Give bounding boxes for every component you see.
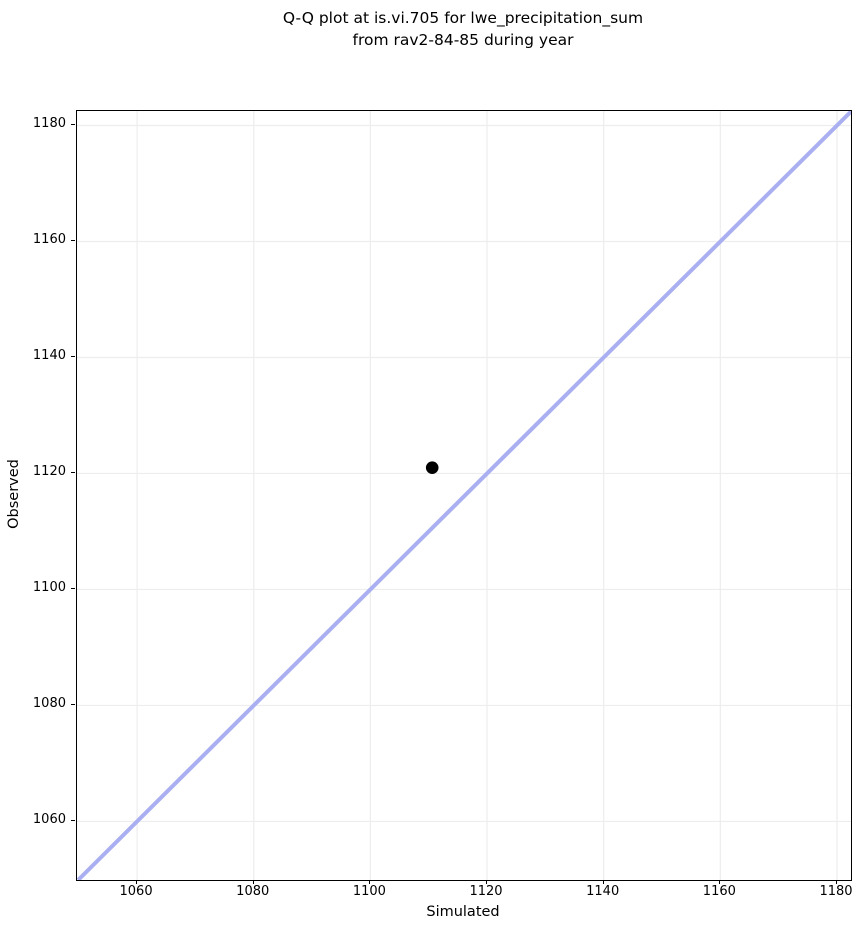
x-tick-mark — [369, 880, 371, 884]
y-tick-label: 1120 — [32, 464, 66, 480]
x-tick-mark — [719, 880, 721, 884]
y-tick-label: 1180 — [32, 116, 66, 132]
x-tick-label: 1100 — [352, 884, 386, 899]
chart-title-line1: Q-Q plot at is.vi.705 for lwe_precipitat… — [282, 9, 644, 27]
y-tick-label: 1160 — [32, 232, 66, 248]
y-tick-label: 1140 — [32, 348, 66, 364]
x-tick-mark — [136, 880, 138, 884]
x-tick-label: 1120 — [469, 884, 503, 899]
plot-canvas — [77, 111, 851, 880]
y-tick-mark — [71, 820, 75, 822]
x-tick-label: 1080 — [236, 884, 270, 899]
y-tick-mark — [71, 124, 75, 126]
x-tick-mark — [602, 880, 604, 884]
y-tick-mark — [71, 240, 75, 242]
x-tick-mark — [252, 880, 254, 884]
identity-line — [77, 111, 851, 880]
x-axis-label: Simulated — [426, 904, 500, 920]
y-tick-mark — [71, 588, 75, 590]
y-tick-mark — [71, 472, 75, 474]
y-tick-mark — [71, 356, 75, 358]
plot-area — [76, 110, 852, 881]
y-axis-label: Observed — [6, 459, 22, 529]
x-tick-mark — [836, 880, 837, 884]
chart-title-line2: from rav2-84-85 during year — [352, 31, 574, 49]
chart-title: Q-Q plot at is.vi.705 for lwe_precipitat… — [76, 7, 850, 51]
x-tick-label: 1060 — [119, 884, 153, 899]
x-tick-label: 1140 — [586, 884, 620, 899]
x-tick-mark — [486, 880, 488, 884]
y-tick-label: 1080 — [32, 696, 66, 712]
data-point — [425, 461, 439, 474]
x-tick-label: 1180 — [819, 884, 853, 899]
y-tick-label: 1060 — [32, 812, 66, 828]
x-tick-label: 1160 — [702, 884, 736, 899]
y-tick-mark — [71, 704, 75, 706]
y-tick-label: 1100 — [32, 580, 66, 596]
